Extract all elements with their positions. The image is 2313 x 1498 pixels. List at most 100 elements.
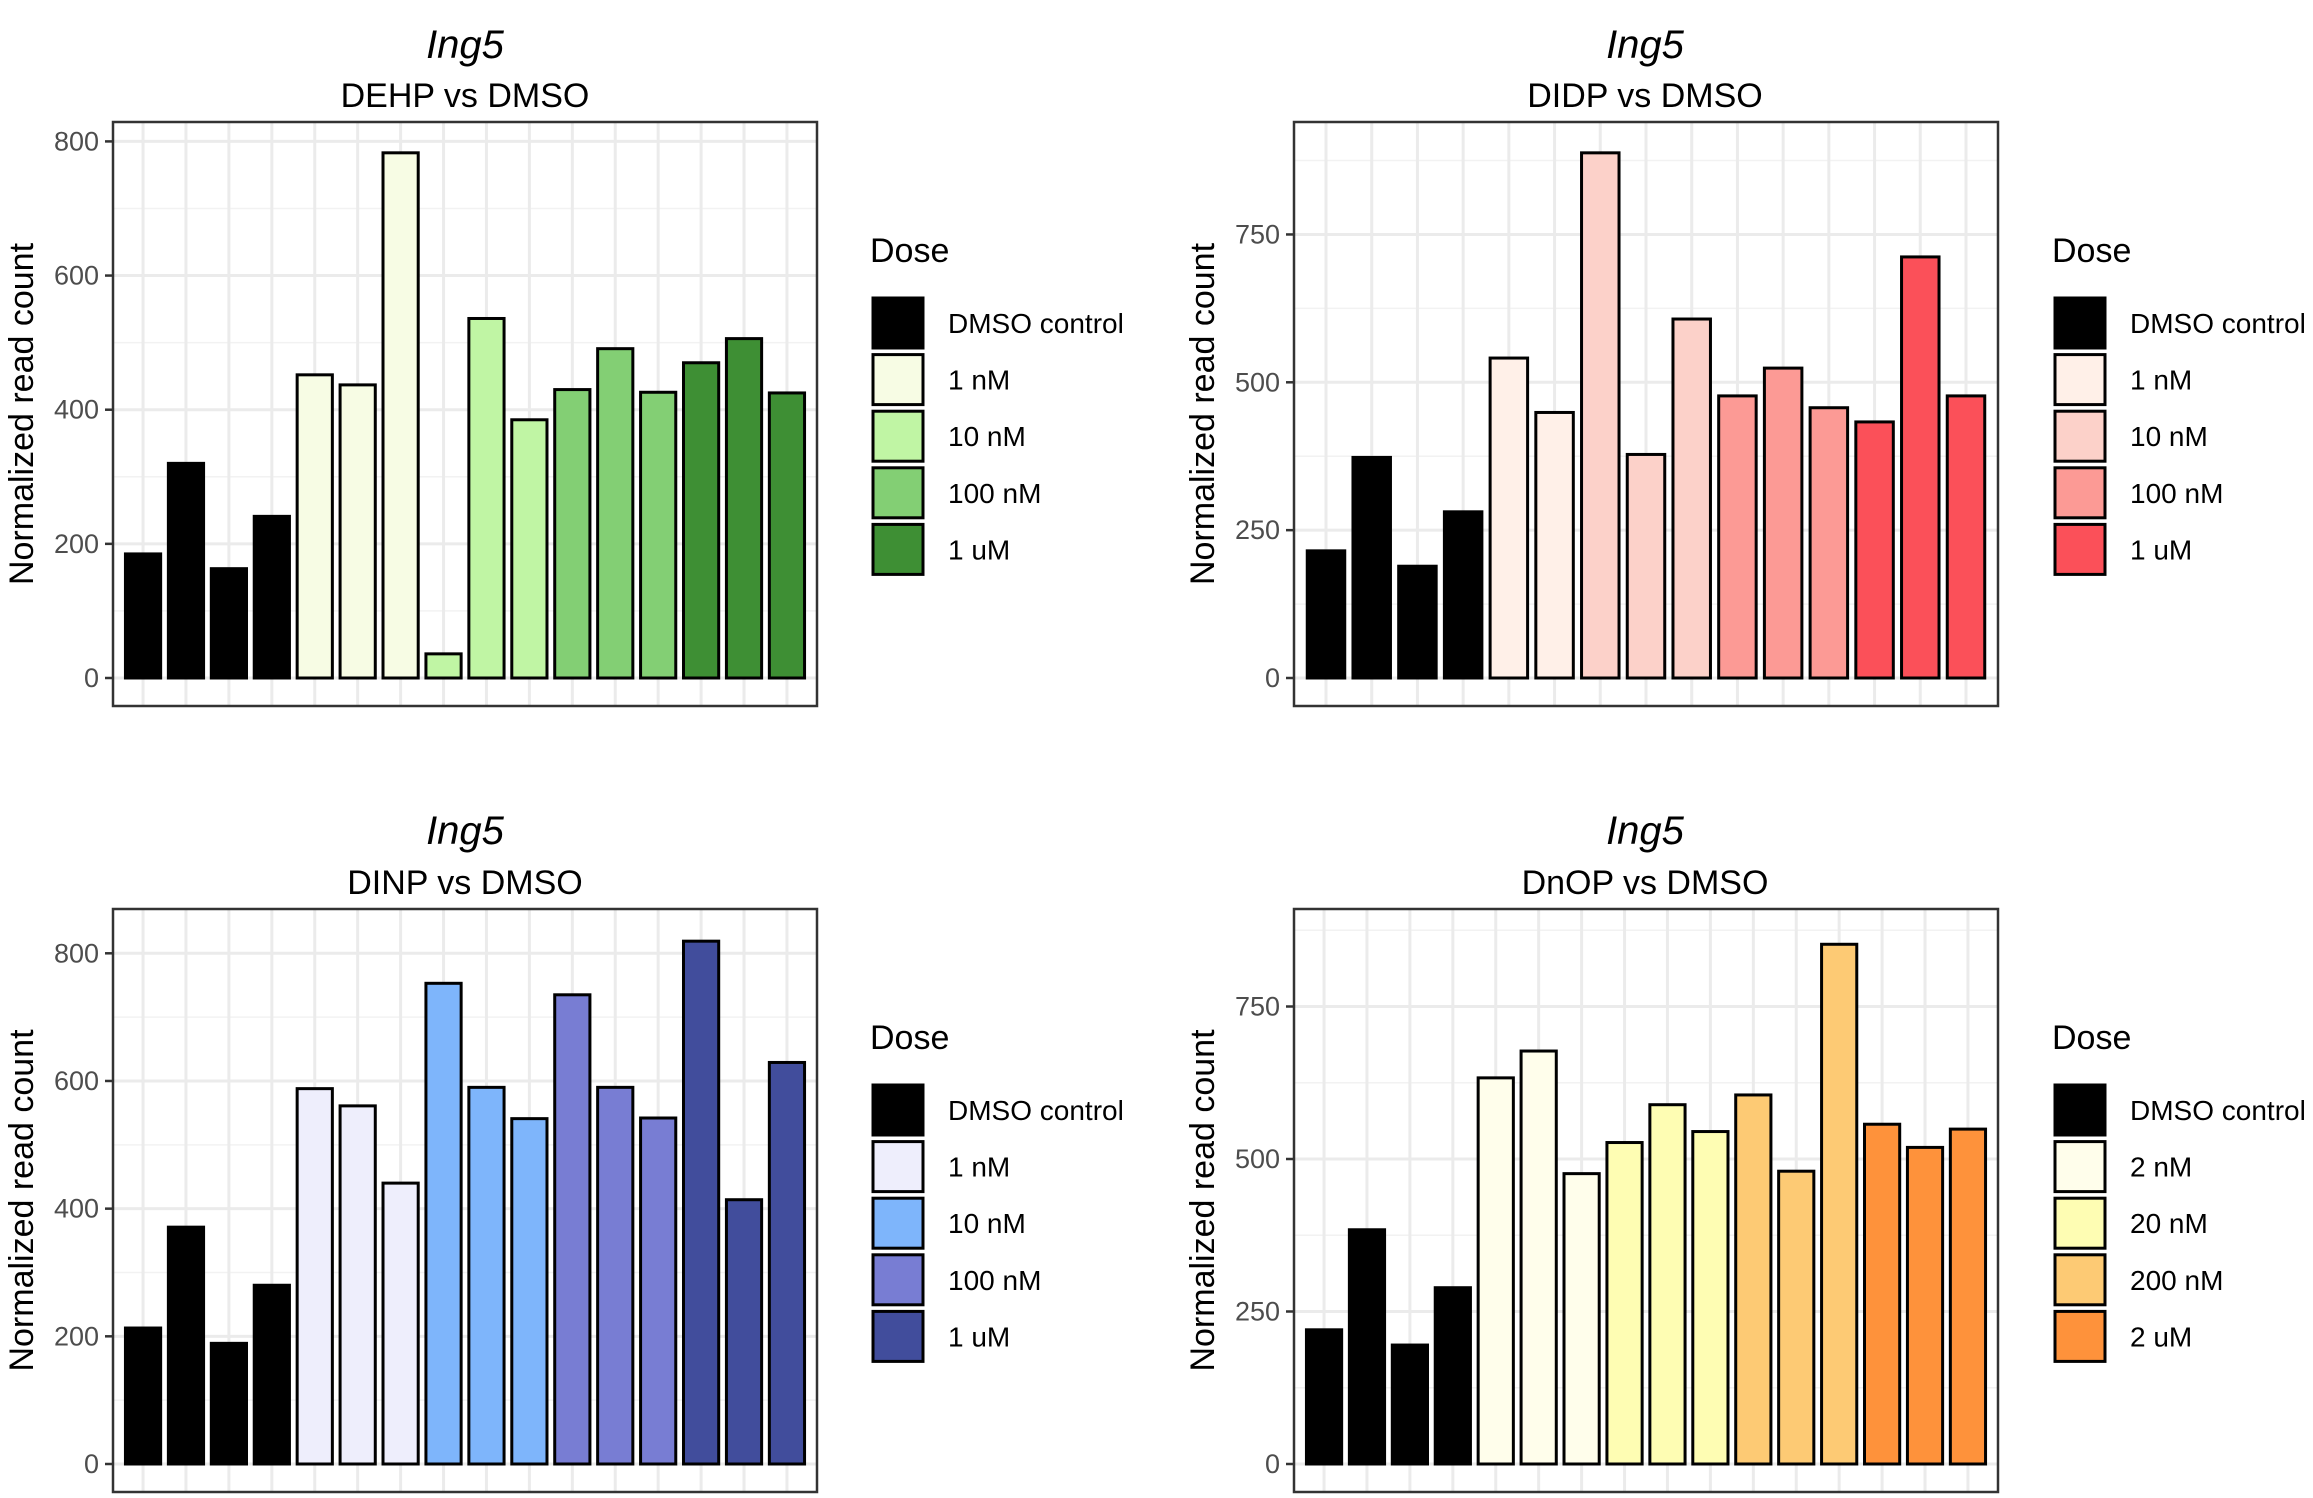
y-tick-label: 500 [1235, 1144, 1280, 1174]
bar [1605, 1141, 1644, 1466]
legend-key [2053, 1196, 2107, 1250]
y-tick-label: 600 [54, 1066, 99, 1096]
bar [1305, 549, 1347, 680]
legend-title: Dose [2052, 1019, 2131, 1057]
bar [1734, 1093, 1773, 1466]
bar [1691, 1130, 1730, 1466]
legend-label: 10 nM [948, 421, 1026, 452]
legend-label: 1 uM [948, 1321, 1010, 1352]
legend-key [871, 1083, 925, 1137]
y-tick-label: 800 [54, 126, 99, 156]
bar [381, 1181, 420, 1466]
bar [295, 373, 334, 680]
bar [1808, 406, 1850, 680]
legend-label: 1 uM [948, 534, 1010, 565]
legend-label: DMSO control [2130, 308, 2306, 339]
y-tick-label: 0 [84, 663, 99, 693]
y-tick-label: 750 [1235, 219, 1280, 249]
bar [424, 652, 463, 680]
legend-label: 2 nM [2130, 1152, 2192, 1183]
y-tick-label: 750 [1235, 992, 1280, 1022]
y-tick-label: 250 [1235, 515, 1280, 545]
bar [1625, 452, 1667, 680]
bar [1347, 1228, 1387, 1466]
bar [1397, 564, 1438, 680]
bar [1433, 1286, 1472, 1466]
legend-label: 10 nM [948, 1208, 1026, 1239]
y-axis-label: Normalized read count [3, 242, 41, 585]
legend-key [2053, 466, 2107, 520]
legend-label: 2 uM [2130, 1321, 2192, 1352]
legend-key [2053, 409, 2107, 463]
y-tick-label: 0 [1265, 1449, 1280, 1479]
gene-title: Ing5 [1606, 809, 1685, 853]
legend-label: 1 nM [2130, 365, 2192, 396]
legend-key [871, 1140, 925, 1194]
legend-key [871, 296, 925, 350]
bar [209, 1341, 249, 1466]
bar [1648, 1103, 1687, 1466]
bar [295, 1087, 334, 1466]
legend-label: 200 nM [2130, 1265, 2223, 1296]
bar [639, 390, 678, 680]
chart-title: DEHP vs DMSO [341, 77, 590, 115]
bar [1534, 410, 1575, 680]
legend-key [871, 409, 925, 463]
bar [1854, 420, 1895, 680]
legend-title: Dose [2052, 232, 2131, 270]
bar [338, 383, 377, 680]
bar [209, 567, 249, 680]
legend-label: 100 nM [2130, 478, 2223, 509]
chart-panel-3: Ing5 DINP vs DMSO 0 200 400 600 800 Normalized … [3, 809, 1124, 1494]
bar [1671, 317, 1712, 680]
legend-label: DMSO control [948, 1095, 1124, 1126]
chart-title: DnOP vs DMSO [1522, 864, 1769, 902]
legend-label: 1 nM [948, 365, 1010, 396]
legend-label: 1 nM [948, 1152, 1010, 1183]
chart-panel-2: Ing5 DIDP vs DMSO 0 250 500 750 Normalized rea… [1184, 23, 2306, 708]
y-axis-label: Normalized read count [3, 1029, 41, 1372]
legend-key [871, 1253, 925, 1307]
bar [1442, 510, 1484, 680]
y-tick-label: 0 [1265, 663, 1280, 693]
plot-border [1292, 907, 2000, 1494]
bar [681, 361, 721, 680]
bar [338, 1104, 377, 1466]
bar [767, 391, 807, 680]
bar [1488, 356, 1530, 680]
legend-label: 100 nM [948, 478, 1041, 509]
y-axis-label: Normalized read count [1184, 242, 1222, 585]
bar [1476, 1076, 1515, 1466]
legend-key [2053, 1309, 2107, 1363]
bar [1717, 394, 1758, 680]
bar [123, 1326, 163, 1466]
bar [1519, 1049, 1558, 1466]
bar [510, 418, 549, 680]
bar [1304, 1328, 1344, 1466]
y-tick-label: 800 [54, 938, 99, 968]
y-tick-label: 0 [84, 1449, 99, 1479]
y-tick-label: 200 [54, 1321, 99, 1351]
bar [467, 1085, 506, 1466]
y-tick-label: 200 [54, 529, 99, 559]
bar [1390, 1343, 1430, 1466]
gene-title: Ing5 [426, 23, 505, 67]
bar [553, 388, 592, 680]
bar [166, 461, 206, 680]
bar [381, 151, 420, 680]
bar [252, 514, 291, 680]
gene-title: Ing5 [1606, 23, 1685, 67]
bar [1762, 366, 1804, 680]
y-tick-label: 500 [1235, 367, 1280, 397]
chart-title: DIDP vs DMSO [1527, 77, 1763, 115]
bar [1580, 151, 1621, 680]
legend-key [2053, 522, 2107, 576]
y-tick-label: 400 [54, 395, 99, 425]
bar [681, 939, 721, 1466]
bar [553, 993, 592, 1466]
bar [424, 981, 463, 1466]
legend-key [871, 466, 925, 520]
y-tick-label: 400 [54, 1194, 99, 1224]
bar [1862, 1122, 1902, 1466]
